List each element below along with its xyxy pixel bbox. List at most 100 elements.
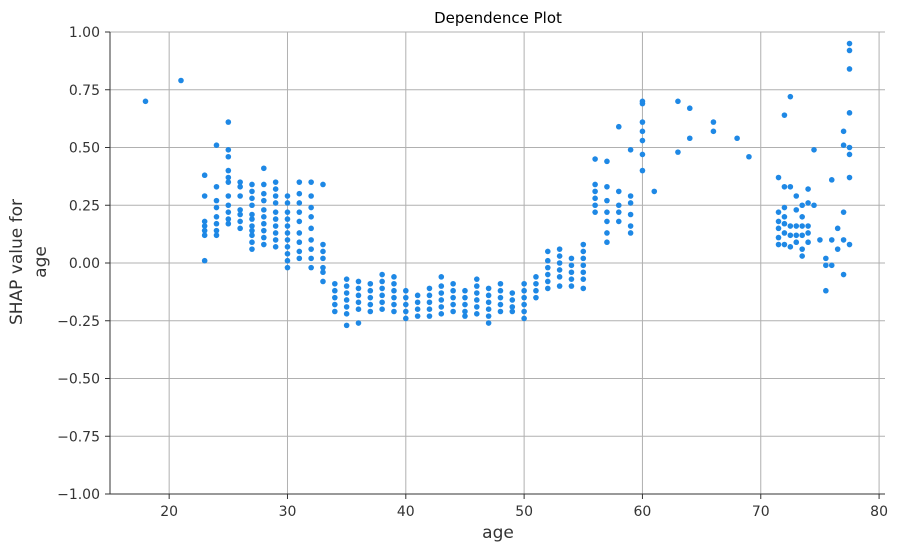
data-point (296, 248, 303, 255)
data-point (355, 292, 362, 299)
axes (105, 31, 885, 499)
data-point (403, 301, 409, 308)
data-point (426, 306, 433, 313)
data-point (225, 179, 232, 185)
data-point (261, 165, 267, 172)
data-point (580, 285, 587, 292)
data-point (225, 119, 232, 125)
data-point (781, 112, 788, 118)
data-point (414, 292, 421, 299)
data-point (296, 255, 303, 262)
data-point (450, 287, 456, 294)
data-point (308, 204, 314, 211)
y-tick-label: 0.75 (69, 83, 100, 99)
data-point (272, 179, 279, 185)
data-point (272, 216, 279, 222)
data-point (615, 202, 622, 209)
data-point (805, 200, 811, 206)
data-point (249, 181, 255, 188)
data-point (787, 183, 794, 190)
data-point (308, 214, 314, 220)
data-point (225, 153, 232, 160)
data-point (225, 216, 232, 222)
data-point (580, 248, 587, 255)
data-point (675, 149, 681, 155)
data-point (284, 209, 291, 215)
data-point (201, 257, 208, 264)
y-axis-title-line-2: age (31, 246, 51, 278)
data-point (261, 234, 267, 241)
data-point (237, 207, 243, 213)
data-point (544, 278, 551, 285)
data-point (414, 306, 421, 313)
data-point (846, 241, 853, 248)
data-point (840, 142, 847, 148)
data-point (627, 223, 634, 229)
data-point (213, 183, 220, 190)
data-point (355, 306, 362, 313)
data-point (237, 193, 243, 199)
data-point (544, 285, 551, 292)
data-point (332, 287, 338, 294)
data-point (201, 223, 208, 229)
data-point (367, 280, 374, 287)
data-point (249, 227, 255, 234)
data-point (414, 313, 421, 319)
data-point (450, 280, 456, 287)
data-point (639, 137, 646, 144)
data-point (391, 294, 397, 301)
data-point (811, 202, 817, 209)
chart-title: Dependence Plot (434, 9, 562, 27)
data-point (627, 193, 634, 199)
data-point (284, 264, 291, 271)
data-point (391, 301, 397, 308)
data-point (332, 308, 338, 315)
data-point (592, 209, 598, 215)
data-point (568, 276, 575, 282)
data-point (320, 269, 326, 276)
data-point (580, 241, 587, 248)
data-point (438, 311, 445, 317)
data-point (284, 193, 291, 199)
data-point (604, 183, 610, 190)
data-point (686, 105, 693, 112)
data-point (296, 230, 303, 236)
data-point (343, 290, 350, 296)
y-tick-label: −0.75 (57, 429, 100, 445)
data-point (308, 193, 314, 199)
data-point (556, 246, 563, 252)
data-point (379, 292, 385, 299)
data-point (225, 147, 232, 153)
y-axis-title: SHAP value for age (7, 199, 51, 325)
y-tick-label: 1.00 (69, 25, 100, 41)
data-point (308, 264, 314, 271)
data-point (781, 220, 788, 227)
data-point (261, 207, 267, 213)
data-point (556, 260, 563, 266)
data-point (799, 223, 805, 229)
data-point (426, 299, 433, 306)
data-point (473, 311, 480, 317)
data-point (320, 248, 326, 255)
data-point (225, 202, 232, 209)
data-point (308, 246, 314, 252)
data-point (426, 285, 433, 292)
data-point (846, 47, 853, 54)
data-point (473, 297, 480, 303)
data-point (213, 232, 220, 239)
data-point (485, 306, 492, 313)
x-axis-title: age (482, 523, 514, 543)
data-point (473, 276, 480, 282)
data-point (604, 158, 610, 165)
x-tick-label: 20 (160, 504, 178, 520)
data-point (811, 147, 817, 153)
data-point (332, 294, 338, 301)
data-point (308, 237, 314, 243)
data-point (379, 299, 385, 306)
data-point (568, 283, 575, 289)
data-point (261, 190, 267, 197)
data-point (320, 241, 326, 248)
data-point (403, 315, 409, 322)
data-point (272, 209, 279, 215)
